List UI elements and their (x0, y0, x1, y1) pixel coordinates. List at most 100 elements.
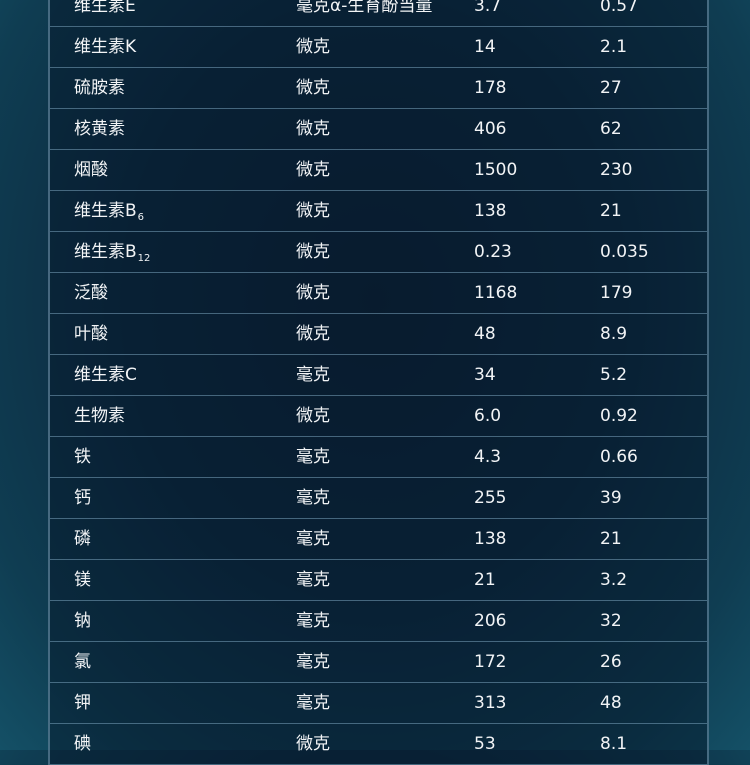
unit-text: 毫克 (296, 693, 330, 713)
value-2-text: 62 (600, 119, 622, 139)
value-2-text: 0.57 (600, 0, 638, 16)
unit: 毫克 (296, 478, 330, 518)
value-2: 26 (600, 642, 622, 682)
nutrient-name: 硫胺素 (74, 68, 125, 108)
unit-text: 微克 (296, 160, 330, 180)
unit-text: 毫克 (296, 570, 330, 590)
value-1: 313 (474, 683, 506, 723)
unit: 微克 (296, 191, 330, 231)
unit: 毫克α-生育酚当量 (296, 0, 432, 26)
value-1-text: 3.7 (474, 0, 502, 16)
value-2: 62 (600, 109, 622, 149)
value-2: 48 (600, 683, 622, 723)
unit: 微克 (296, 273, 330, 313)
value-2: 2.1 (600, 27, 627, 67)
value-2: 32 (600, 601, 622, 641)
value-1: 1500 (474, 150, 517, 190)
value-1-text: 34 (474, 365, 496, 385)
unit: 微克 (296, 232, 330, 272)
nutrient-name: 生物素 (74, 396, 125, 436)
value-1-text: 138 (474, 529, 507, 549)
unit: 微克 (296, 724, 330, 764)
unit-text: 微克 (296, 201, 330, 221)
value-1-text: 53 (474, 734, 496, 754)
nutrient-name-text: 叶酸 (74, 324, 108, 344)
value-1-text: 255 (474, 488, 507, 508)
value-1: 14 (474, 27, 496, 67)
table-row: 维生素C 毫克 34 5.2 (50, 355, 707, 396)
nutrient-name-text: 维生素C (74, 365, 137, 385)
value-2-text: 27 (600, 78, 622, 98)
value-1: 1168 (474, 273, 517, 313)
value-1-text: 138 (474, 201, 507, 221)
value-2: 3.2 (600, 560, 627, 600)
unit: 微克 (296, 314, 330, 354)
nutrient-name: 烟酸 (74, 150, 108, 190)
table-row: 维生素E 毫克α-生育酚当量 3.7 0.57 (50, 0, 707, 27)
value-1: 21 (474, 560, 496, 600)
nutrient-name: 维生素E (74, 0, 136, 26)
unit-text: 毫克 (296, 529, 330, 549)
table-row: 维生素B6 微克 138 21 (50, 191, 707, 232)
value-1-text: 14 (474, 37, 496, 57)
nutrient-name-text: 维生素E (74, 0, 136, 16)
value-2-text: 2.1 (600, 37, 628, 57)
unit-text: 微克 (296, 119, 330, 139)
unit-text: 毫克 (296, 488, 330, 508)
table-row: 烟酸 微克 1500 230 (50, 150, 707, 191)
value-1-text: 172 (474, 652, 507, 672)
nutrient-name-text: 核黄素 (74, 119, 125, 139)
nutrition-table: 维生素E 毫克α-生育酚当量 3.7 0.57 维生素K 微克 14 2.1 硫胺素 微克 178 2… (48, 0, 709, 765)
value-2-text: 8.1 (600, 734, 628, 754)
value-2: 8.9 (600, 314, 627, 354)
nutrient-name-text: 生物素 (74, 406, 125, 426)
value-1-text: 48 (474, 324, 496, 344)
value-2: 230 (600, 150, 632, 190)
value-1: 53 (474, 724, 496, 764)
value-2: 5.2 (600, 355, 627, 395)
nutrient-name: 叶酸 (74, 314, 108, 354)
table-row: 氯 毫克 172 26 (50, 642, 707, 683)
value-1: 0.23 (474, 232, 512, 272)
nutrient-name-text: 钠 (74, 611, 91, 631)
value-1: 4.3 (474, 437, 501, 477)
value-1-text: 4.3 (474, 447, 502, 467)
table-row: 维生素K 微克 14 2.1 (50, 27, 707, 68)
unit: 微克 (296, 396, 330, 436)
nutrient-name: 钠 (74, 601, 91, 641)
unit: 毫克 (296, 683, 330, 723)
table-row: 磷 毫克 138 21 (50, 519, 707, 560)
unit-text: 微克 (296, 283, 330, 303)
unit: 毫克 (296, 642, 330, 682)
nutrient-name: 钙 (74, 478, 91, 518)
unit-text: 微克 (296, 406, 330, 426)
value-2: 0.66 (600, 437, 638, 477)
table-row: 铁 毫克 4.3 0.66 (50, 437, 707, 478)
table-row: 钾 毫克 313 48 (50, 683, 707, 724)
nutrient-name: 维生素B12 (74, 232, 150, 279)
unit: 毫克 (296, 519, 330, 559)
value-2-text: 179 (600, 283, 633, 303)
unit-text: 毫克 (296, 447, 330, 467)
table-row: 泛酸 微克 1168 179 (50, 273, 707, 314)
nutrient-name-text: 铁 (74, 447, 91, 467)
value-2-text: 8.9 (600, 324, 628, 344)
unit-text: 微克 (296, 324, 330, 344)
unit: 毫克 (296, 560, 330, 600)
table-row: 钠 毫克 206 32 (50, 601, 707, 642)
nutrient-name-text: 镁 (74, 570, 91, 590)
table-row: 生物素 微克 6.0 0.92 (50, 396, 707, 437)
value-2: 8.1 (600, 724, 627, 764)
value-2: 39 (600, 478, 622, 518)
unit-text: 微克 (296, 734, 330, 754)
value-2-text: 230 (600, 160, 633, 180)
nutrient-name: 维生素C (74, 355, 137, 395)
nutrient-name-text: 钾 (74, 693, 91, 713)
value-2-text: 48 (600, 693, 622, 713)
value-2-text: 0.66 (600, 447, 638, 467)
unit: 毫克 (296, 437, 330, 477)
value-2: 0.57 (600, 0, 638, 26)
nutrient-subscript: 12 (137, 253, 151, 264)
unit-text: 毫克 (296, 611, 330, 631)
value-1-text: 313 (474, 693, 507, 713)
